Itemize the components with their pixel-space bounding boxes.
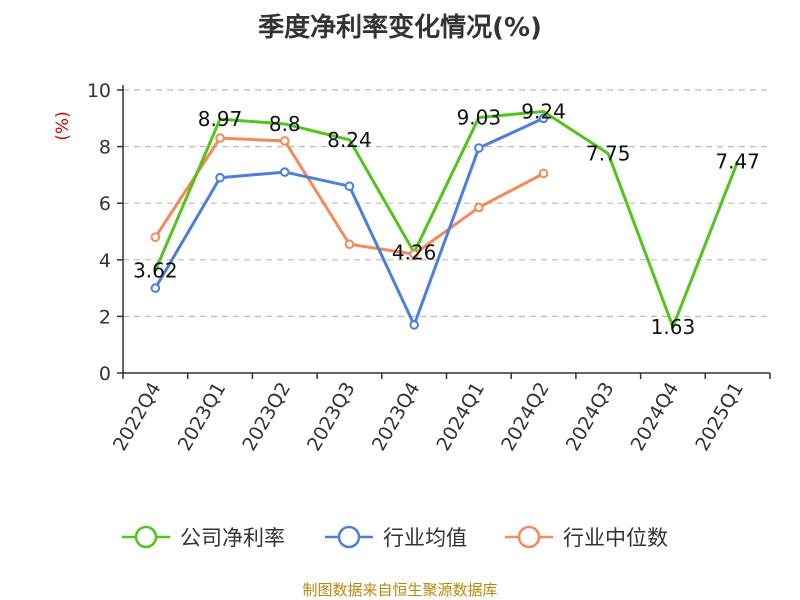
- x-tick-label: 2024Q3: [562, 379, 619, 455]
- data-label: 7.47: [715, 150, 760, 174]
- series-line-0: [153, 110, 740, 329]
- x-tick-label: 2025Q1: [691, 379, 748, 455]
- x-tick-labels: 2022Q4 2023Q1 2023Q2 2023Q3 2023Q4 2024Q1 2024…: [109, 378, 748, 454]
- x-tick-label: 2023Q1: [174, 379, 231, 455]
- series-point: [279, 167, 290, 177]
- legend-marker: [134, 525, 158, 549]
- data-label: 3.62: [133, 259, 178, 283]
- y-tick-label: 0: [99, 363, 111, 385]
- data-label: 8.97: [198, 107, 243, 131]
- x-tick-label: 2023Q3: [303, 379, 360, 455]
- series-point: [150, 283, 161, 293]
- legend-marker: [337, 525, 361, 549]
- y-tick-label: 6: [99, 193, 111, 215]
- series-point: [474, 202, 484, 213]
- series-point: [279, 136, 290, 146]
- y-tick-label: 2: [99, 306, 111, 328]
- series-point: [409, 320, 419, 330]
- data-label: 1.63: [651, 315, 696, 339]
- series-line-2: [154, 136, 545, 256]
- x-tick-label: 2024Q4: [627, 379, 684, 455]
- series-point: [538, 113, 549, 124]
- data-label: 9.24: [521, 100, 566, 124]
- x-tick-label: 2023Q2: [238, 379, 295, 455]
- series-point: [344, 239, 355, 250]
- series-point: [344, 181, 355, 192]
- y-axis-unit: (%): [53, 111, 73, 140]
- y-tick-labels: 0 2 4 6 8 10: [87, 80, 111, 385]
- x-tick-label: 2023Q4: [368, 379, 425, 455]
- y-tick-label: 8: [99, 137, 111, 159]
- grid-lines: [123, 89, 770, 317]
- data-label: 9.03: [457, 105, 502, 129]
- series-points: [150, 113, 549, 330]
- chart-title: 季度净利率变化情况(%): [258, 12, 542, 43]
- legend-label: 行业均值: [383, 526, 467, 550]
- series-point: [409, 249, 419, 259]
- series-point: [474, 143, 484, 153]
- legend-label: 行业中位数: [563, 526, 668, 550]
- series-point: [215, 133, 225, 143]
- data-label: 4.26: [392, 240, 437, 264]
- axes: [117, 85, 771, 379]
- legend-label: 公司净利率: [180, 526, 285, 550]
- data-label: 7.75: [586, 142, 631, 166]
- series-point: [150, 232, 161, 242]
- x-tick-label: 2022Q4: [109, 379, 166, 455]
- legend: 公司净利率 行业均值 行业中位数: [122, 525, 668, 550]
- legend-marker: [517, 525, 541, 549]
- data-labels: 3.62 8.97 8.8 8.24 4.26 9.03 9.24 7.75 1.63 7.47: [133, 100, 760, 339]
- y-tick-label: 10: [87, 80, 111, 102]
- data-label: 8.8: [269, 112, 301, 136]
- x-tick-label: 2024Q2: [497, 379, 554, 455]
- source-note: 制图数据来自恒生聚源数据库: [302, 581, 497, 599]
- series-lines: [153, 110, 740, 329]
- data-label: 8.24: [327, 128, 372, 152]
- y-tick-label: 4: [99, 250, 111, 272]
- series-point: [538, 168, 549, 179]
- x-tick-label: 2024Q1: [432, 378, 489, 454]
- series-point: [215, 172, 225, 183]
